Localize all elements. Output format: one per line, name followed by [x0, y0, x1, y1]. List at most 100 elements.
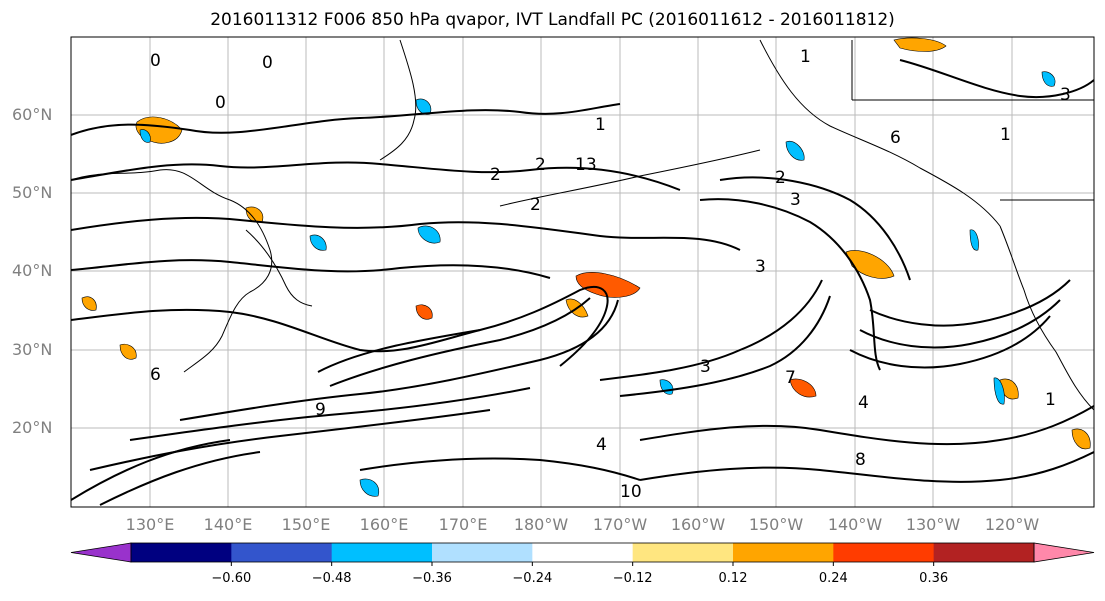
longitude-label: 170°W [592, 515, 648, 534]
latitude-label: 60°N [12, 105, 53, 124]
map-title: 2016011312 F006 850 hPa qvapor, IVT Land… [210, 10, 895, 30]
contour-line [619, 295, 831, 397]
longitude-label: 150°W [748, 515, 804, 534]
blue-patch [785, 140, 805, 161]
colorbar-segment [632, 543, 734, 562]
contour-label: 6 [890, 128, 901, 148]
contour-label: 1 [800, 47, 811, 67]
contour-label: 1 [1045, 390, 1056, 410]
longitude-label: 150°E [281, 515, 331, 534]
colorbar-tick-label: 0.24 [818, 571, 848, 586]
latitude-label: 40°N [12, 261, 53, 280]
orange-patch [415, 304, 433, 320]
longitude-label: 180°W [513, 515, 569, 534]
longitude-label: 130°W [905, 515, 961, 534]
contour-line [639, 405, 1094, 446]
colorbar-extend-low [70, 542, 132, 563]
contour-line [71, 216, 741, 251]
contour-label: 2 [530, 195, 541, 215]
contour-label: 4 [596, 435, 607, 455]
contour-label: 2 [535, 155, 546, 175]
contour-line [317, 285, 609, 373]
colorbar-tick-label: 0.36 [919, 571, 949, 586]
contour-line [71, 439, 261, 506]
contour-label: 2 [490, 165, 501, 185]
orange-patch [845, 250, 895, 279]
blue-patch [417, 225, 441, 244]
orange-patch [789, 378, 817, 398]
contour-line [639, 451, 1094, 483]
contour-line [849, 315, 1051, 369]
colorbar-tick-label: −0.60 [211, 571, 252, 586]
coastline-alaska [759, 39, 1001, 227]
contour-line [329, 297, 591, 387]
contour-line [699, 198, 881, 371]
colorbar-tick-label: 0.12 [718, 571, 748, 586]
colorbar [70, 542, 1095, 566]
contour-line [71, 161, 681, 191]
orange-patch [893, 37, 947, 52]
contour-label: 3 [700, 357, 711, 377]
contour-label: 1 [1000, 125, 1011, 145]
colorbar-segment [933, 543, 1035, 562]
longitude-label: 120°W [984, 515, 1040, 534]
contour-label: 1 [595, 115, 606, 135]
longitude-label: 160°W [670, 515, 726, 534]
colorbar-segment [833, 543, 935, 562]
colorbar-tick-label: −0.24 [512, 571, 553, 586]
contour-line [599, 279, 823, 381]
orange-patch [1071, 428, 1091, 450]
contour-label: 0 [150, 51, 161, 71]
latitude-label: 20°N [12, 418, 53, 437]
latitude-label: 30°N [12, 340, 53, 359]
contour-line [359, 457, 641, 481]
map-frame [70, 36, 1095, 508]
coastline-canada [851, 40, 1094, 101]
coastline-asia [71, 169, 273, 373]
contour-label: 7 [785, 368, 796, 388]
contour-line [179, 299, 619, 421]
longitude-label: 130°E [125, 515, 175, 534]
shaded-anomalies [81, 37, 1091, 497]
colorbar-segment [432, 543, 533, 562]
latitude-label: 50°N [12, 183, 53, 202]
contour-label: 10 [620, 482, 642, 502]
gridlines [71, 37, 1094, 507]
contour-line [719, 176, 911, 281]
colorbar-segment [733, 543, 834, 562]
contour-line [129, 387, 531, 441]
contour-label: 6 [150, 365, 161, 385]
orange-patch [575, 272, 641, 298]
blue-patch [359, 478, 380, 497]
contour-line [899, 59, 1094, 98]
longitude-label: 140°W [827, 515, 883, 534]
contour-label: 0 [215, 93, 226, 113]
contour-line [71, 259, 551, 279]
colorbar-segment [532, 543, 634, 562]
blue-patch [309, 234, 327, 251]
coastline-japan [245, 229, 313, 307]
blue-patch [993, 377, 1005, 405]
coastline-kamchatka [379, 39, 417, 161]
contour-label: 3 [755, 257, 766, 277]
contour-label: 2 [775, 168, 786, 188]
contour-label: 9 [315, 400, 326, 420]
contour-label: 4 [858, 393, 869, 413]
blue-patch [969, 229, 979, 251]
ivt-contours [71, 59, 1094, 506]
contour-line [859, 299, 1061, 349]
blue-patch [1041, 71, 1056, 87]
colorbar-segment [331, 543, 433, 562]
contour-label: 0 [262, 53, 273, 73]
coastline-namerica [999, 225, 1094, 411]
colorbar-segment [131, 543, 232, 562]
contour-label: 13 [575, 155, 597, 175]
colorbar-tick-label: −0.48 [311, 571, 352, 586]
contour-label: 8 [855, 450, 866, 470]
colorbar-segment [231, 543, 333, 562]
contour-line [71, 308, 481, 353]
contour-label: 3 [1060, 85, 1071, 105]
